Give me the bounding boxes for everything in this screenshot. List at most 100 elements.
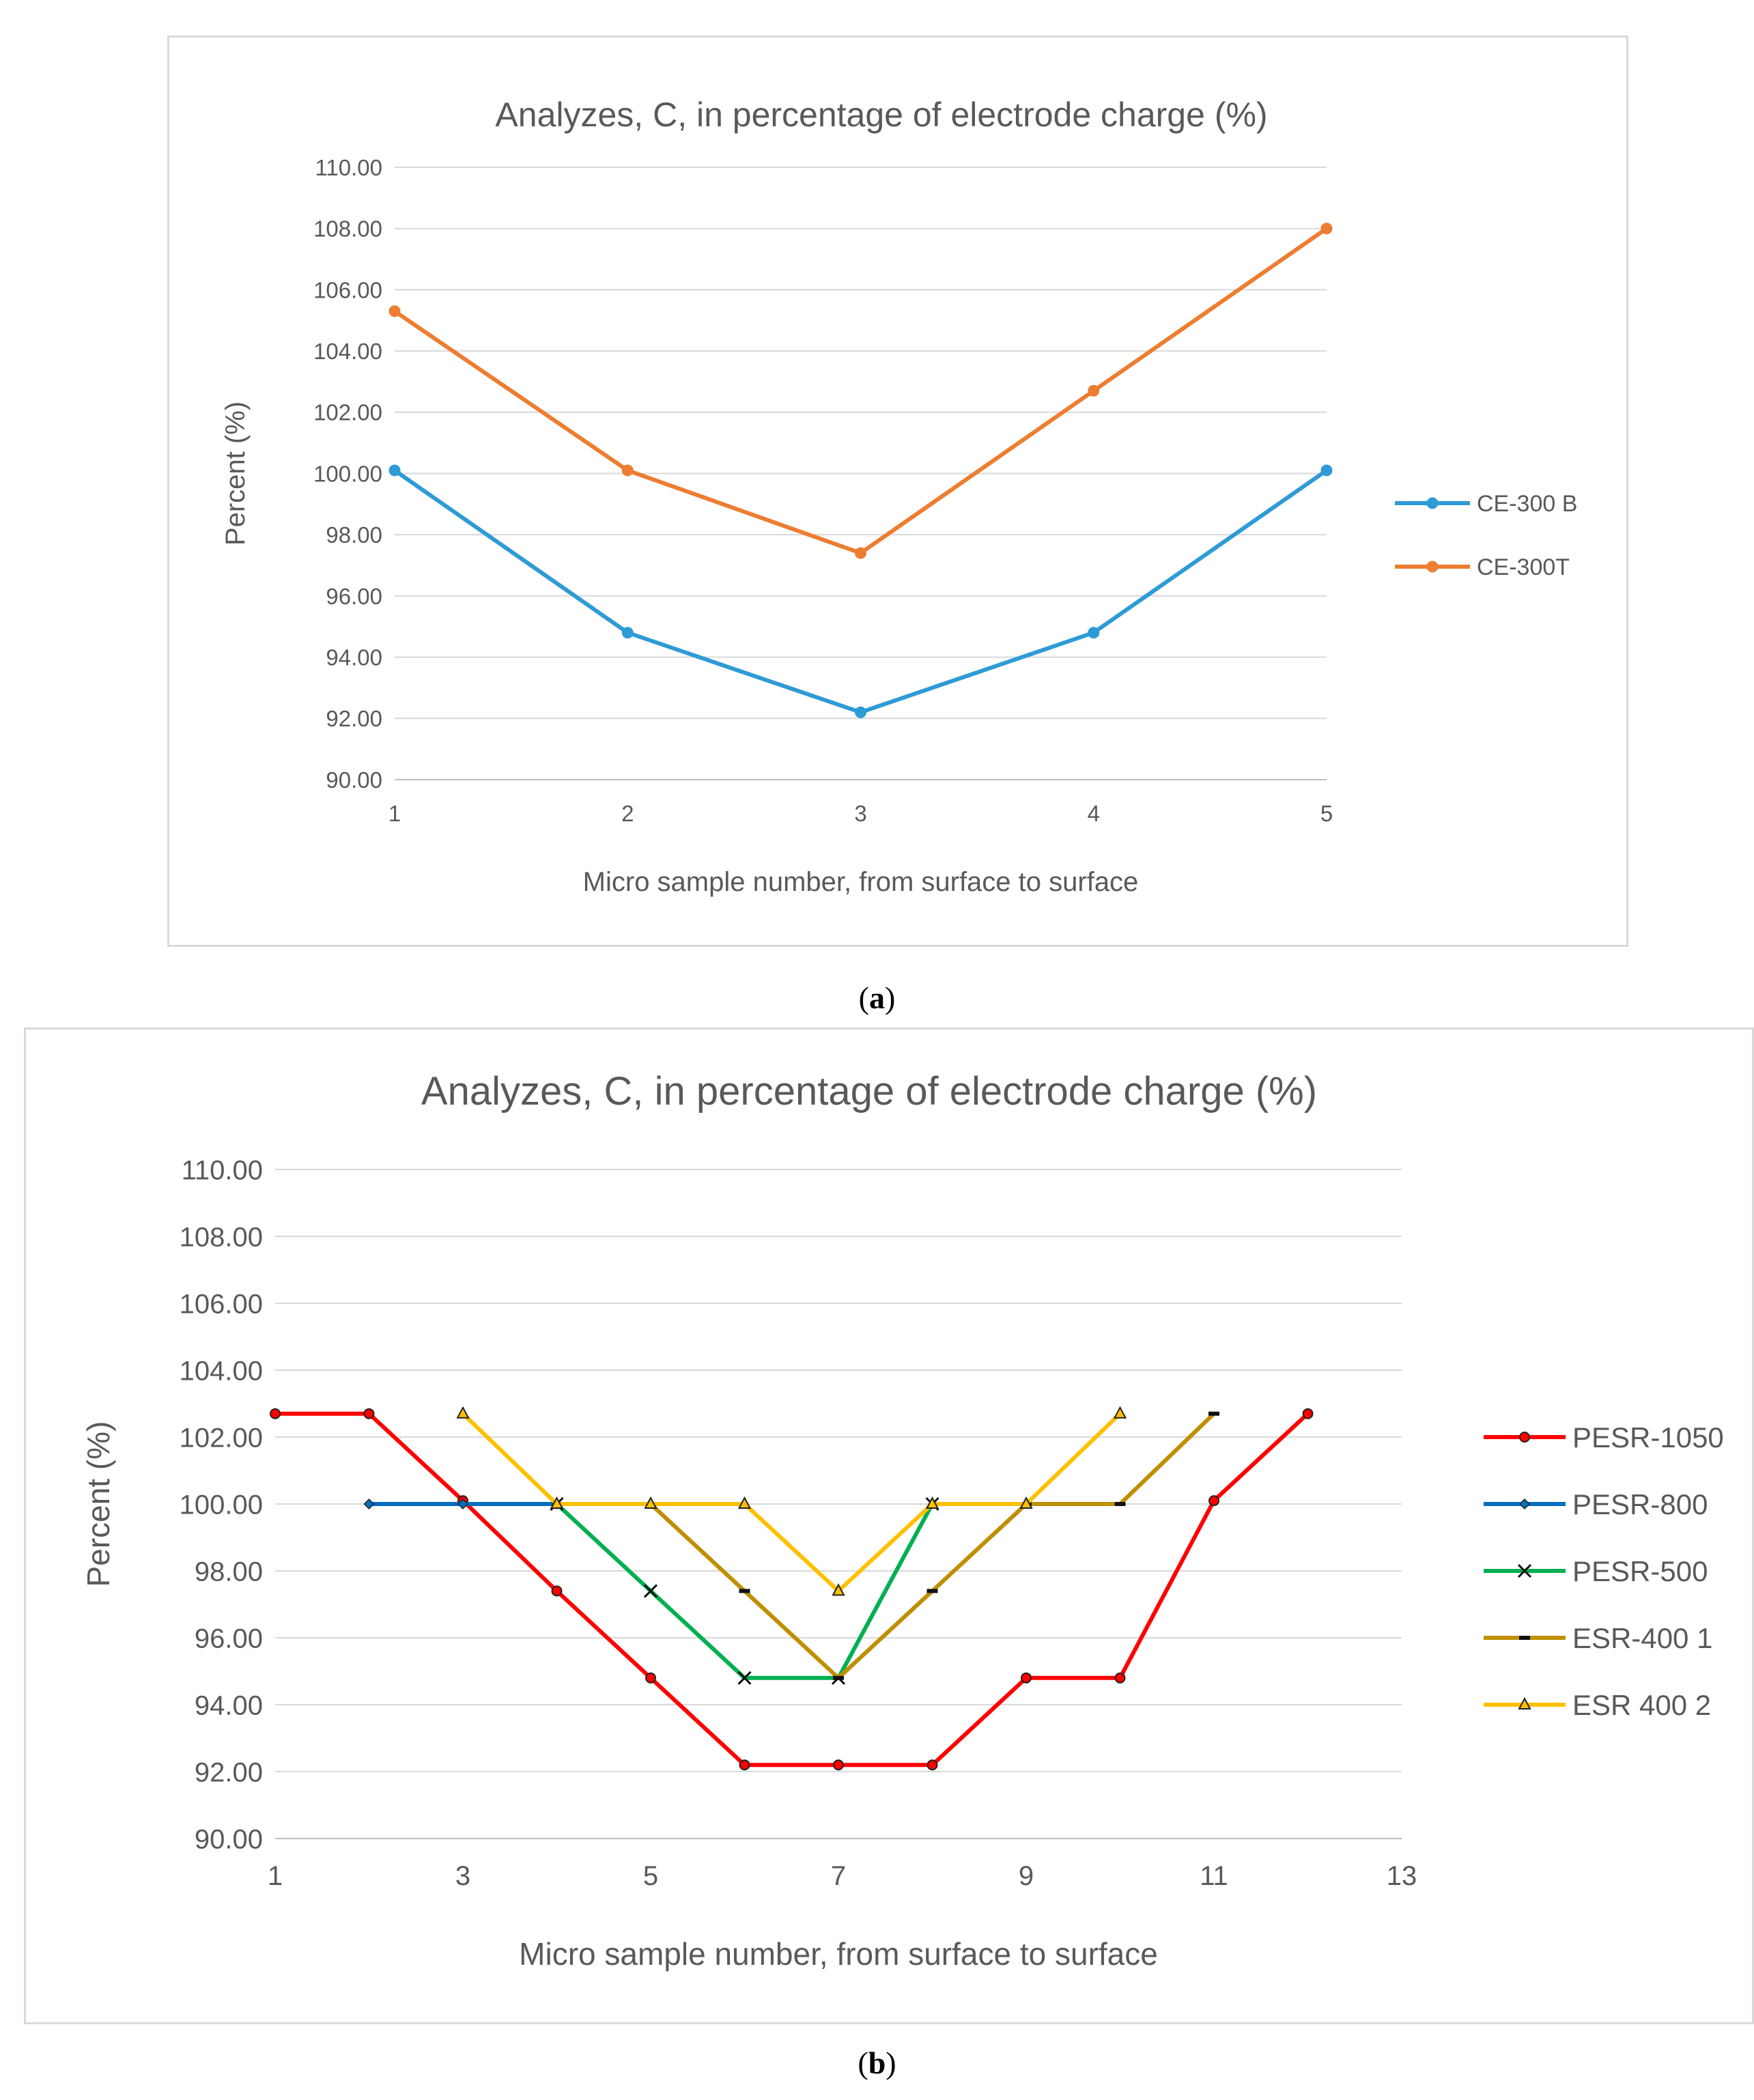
chart-b-title: Analyzes, C, in percentage of electrode … — [421, 1069, 1317, 1113]
chart-b-series-esr-400-2-point — [832, 1583, 845, 1596]
chart-b-y-tick-label: 90.00 — [195, 1824, 263, 1854]
chart-b-series-pesr-500-point — [643, 1584, 658, 1598]
chart-a-x-tick-label: 3 — [854, 801, 866, 826]
chart-b-series-esr-400-1-point — [1208, 1411, 1219, 1416]
chart-b-series-esr-400-1-legend-label: ESR-400 1 — [1572, 1622, 1712, 1654]
chart-a-title: Analyzes, C, in percentage of electrode … — [495, 96, 1267, 134]
chart-panel-b: Analyzes, C, in percentage of electrode … — [24, 1027, 1754, 2024]
chart-b-series-esr-400-2-point — [1113, 1406, 1127, 1419]
chart-a-series-ce-300-b-line — [393, 468, 1328, 715]
chart-a-series-ce-300-b-point — [855, 706, 866, 718]
chart-b-y-tick-label: 100.00 — [180, 1490, 263, 1520]
chart-b-series-pesr-1050-point — [645, 1672, 656, 1684]
chart-b-series-esr-400-2-point — [737, 1496, 752, 1509]
chart-b-series-pesr-1050-point — [833, 1759, 844, 1771]
chart-b-series-pesr-800-point — [363, 1498, 375, 1510]
chart-b-series-esr-400-2-line — [461, 1412, 1122, 1593]
chart-a-y-tick-label: 90.00 — [326, 767, 382, 793]
chart-b-series-esr-400-2-point — [644, 1496, 657, 1509]
chart-b-series-pesr-500-point — [737, 1671, 752, 1685]
chart-b-x-tick-label: 11 — [1200, 1861, 1228, 1891]
chart-a-x-tick-label: 2 — [621, 801, 634, 826]
chart-b-y-tick-label: 94.00 — [195, 1690, 263, 1720]
chart-b-series-esr-400-1-point — [1114, 1502, 1126, 1506]
chart-a-series-ce-300-b-point — [1320, 464, 1333, 477]
chart-b-series-pesr-1050-point — [926, 1759, 938, 1771]
chart-a-series-ce-300-b-point — [1088, 627, 1100, 639]
chart-a-y-tick-label: 92.00 — [326, 706, 382, 731]
chart-b-series-pesr-1050-point — [1208, 1495, 1219, 1507]
chart-b-x-tick-label: 9 — [1019, 1861, 1034, 1891]
chart-b-x-tick-label: 13 — [1387, 1861, 1417, 1891]
chart-a-series-ce-300-b-legend-marker — [1426, 497, 1439, 509]
chart-b-series-pesr-500-legend-marker-stroke-2 — [1517, 1563, 1532, 1578]
chart-a-y-tick-label: 96.00 — [326, 584, 382, 609]
caption-a: (a) — [858, 980, 896, 1015]
chart-a-series-ce-300t-legend-marker — [1426, 561, 1439, 573]
chart-b-y-tick-label: 98.00 — [195, 1557, 263, 1587]
chart-a-series-ce-300t-point — [1088, 384, 1100, 397]
chart-b-series-pesr-1050-line — [275, 1411, 1310, 1768]
chart-b-series-pesr-1050-legend-marker — [1519, 1432, 1530, 1443]
chart-b-y-tick-label: 104.00 — [180, 1356, 263, 1386]
chart-b-svg: Analyzes, C, in percentage of electrode … — [81, 1069, 1724, 1972]
chart-a-series-ce-300t-point — [621, 464, 634, 477]
chart-panel-a: Analyzes, C, in percentage of electrode … — [167, 36, 1628, 947]
chart-a-y-tick-label: 104.00 — [313, 339, 382, 364]
chart-a-series-ce-300t-line — [393, 227, 1328, 556]
chart-b-series-esr-400-2-legend-label: ESR 400 2 — [1572, 1689, 1711, 1721]
chart-b-series-esr-400-2-point — [550, 1496, 564, 1509]
chart-b-series-pesr-800-point — [457, 1498, 469, 1510]
chart-b-series-pesr-500-point-stroke-2 — [643, 1584, 658, 1598]
chart-b-series-pesr-1050-point — [551, 1585, 563, 1597]
chart-b-series-esr-400-2-point — [456, 1406, 470, 1419]
chart-b-series-esr-400-2-legend-marker — [1518, 1697, 1531, 1709]
chart-b-series-pesr-1050-point — [1114, 1672, 1126, 1684]
chart-a-svg: Analyzes, C, in percentage of electrode … — [221, 96, 1577, 897]
chart-a-series-ce-300-b-legend-label: CE-300 B — [1477, 491, 1577, 517]
chart-b-x-tick-label: 3 — [455, 1861, 470, 1891]
chart-b-y-tick-label: 96.00 — [195, 1623, 263, 1654]
chart-b-series-pesr-1050-point — [1302, 1408, 1314, 1419]
chart-a-series-ce-300t-point — [388, 305, 401, 317]
chart-a-y-tick-label: 98.00 — [326, 522, 382, 548]
chart-b-x-axis-label: Micro sample number, from surface to sur… — [519, 1936, 1158, 1972]
chart-a-series-ce-300t-point — [855, 547, 866, 559]
chart-b-series-esr-400-1-point — [926, 1589, 938, 1593]
chart-b-series-pesr-800-legend-marker — [1518, 1498, 1531, 1510]
caption-b-letter: b — [868, 2045, 886, 2080]
chart-b-series-pesr-1050-point — [1021, 1672, 1032, 1684]
chart-b-series-pesr-1050-point — [270, 1408, 281, 1419]
chart-a-y-tick-label: 94.00 — [326, 644, 382, 670]
chart-b-series-pesr-800-legend-label: PESR-800 — [1572, 1488, 1708, 1520]
chart-b-series-esr-400-1-legend-marker — [1519, 1636, 1530, 1640]
chart-b-x-tick-label: 7 — [831, 1861, 846, 1891]
chart-a-x-tick-label: 5 — [1320, 801, 1333, 826]
chart-b-series-esr-400-2-point — [1019, 1496, 1033, 1509]
chart-b-series-pesr-500-legend-marker — [1517, 1563, 1532, 1578]
chart-b-y-tick-label: 108.00 — [180, 1222, 263, 1252]
chart-a-y-tick-label: 100.00 — [313, 461, 382, 486]
chart-b-series-pesr-1050-point — [739, 1759, 750, 1771]
caption-b: (b) — [858, 2045, 896, 2080]
chart-a-series-ce-300-b-point — [388, 464, 401, 477]
chart-a-y-tick-label: 108.00 — [313, 216, 382, 242]
chart-a-y-tick-label: 110.00 — [315, 155, 382, 180]
chart-b-series-esr-400-2-point — [925, 1496, 939, 1509]
caption-a-letter: a — [869, 980, 885, 1015]
chart-b-series-pesr-1050-legend-label: PESR-1050 — [1572, 1421, 1724, 1453]
chart-a-x-tick-label: 4 — [1088, 801, 1100, 826]
chart-b-series-pesr-500-legend-label: PESR-500 — [1572, 1555, 1708, 1587]
chart-a-series-ce-300t-legend-label: CE-300T — [1477, 554, 1570, 580]
chart-a-y-tick-label: 106.00 — [313, 277, 382, 302]
chart-b-y-tick-label: 110.00 — [182, 1155, 263, 1185]
chart-b-y-tick-label: 106.00 — [180, 1289, 263, 1319]
chart-b-series-pesr-500-point-stroke-2 — [737, 1671, 752, 1685]
chart-a-y-tick-label: 102.00 — [313, 400, 382, 425]
chart-b-y-axis-label: Percent (%) — [81, 1421, 116, 1587]
chart-b-y-tick-label: 102.00 — [180, 1423, 263, 1453]
chart-b-series-esr-400-1-point — [739, 1589, 750, 1593]
chart-a-series-ce-300-b-point — [621, 627, 634, 639]
chart-a-series-ce-300t-point — [1320, 223, 1333, 235]
chart-b-y-tick-label: 92.00 — [195, 1757, 263, 1787]
